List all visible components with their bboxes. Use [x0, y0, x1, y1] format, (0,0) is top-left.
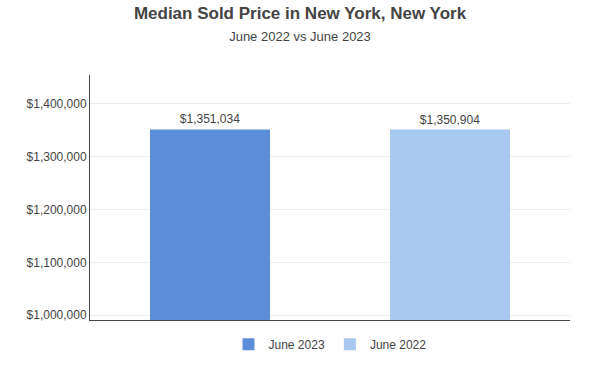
- svg-text:$1,200,000: $1,200,000: [27, 203, 87, 217]
- svg-text:June 2023: June 2023: [269, 338, 325, 352]
- svg-text:$1,100,000: $1,100,000: [27, 256, 87, 270]
- svg-text:Median Sold Price in New York,: Median Sold Price in New York, New YorkJ…: [134, 4, 467, 44]
- svg-text:$1,350,904: $1,350,904: [420, 113, 480, 127]
- svg-text:$1,000,000: $1,000,000: [27, 308, 87, 322]
- svg-text:$1,351,034: $1,351,034: [180, 112, 240, 126]
- svg-text:$1,300,000: $1,300,000: [27, 150, 87, 164]
- svg-text:$1,400,000: $1,400,000: [27, 97, 87, 111]
- svg-text:June 2022: June 2022: [370, 338, 426, 352]
